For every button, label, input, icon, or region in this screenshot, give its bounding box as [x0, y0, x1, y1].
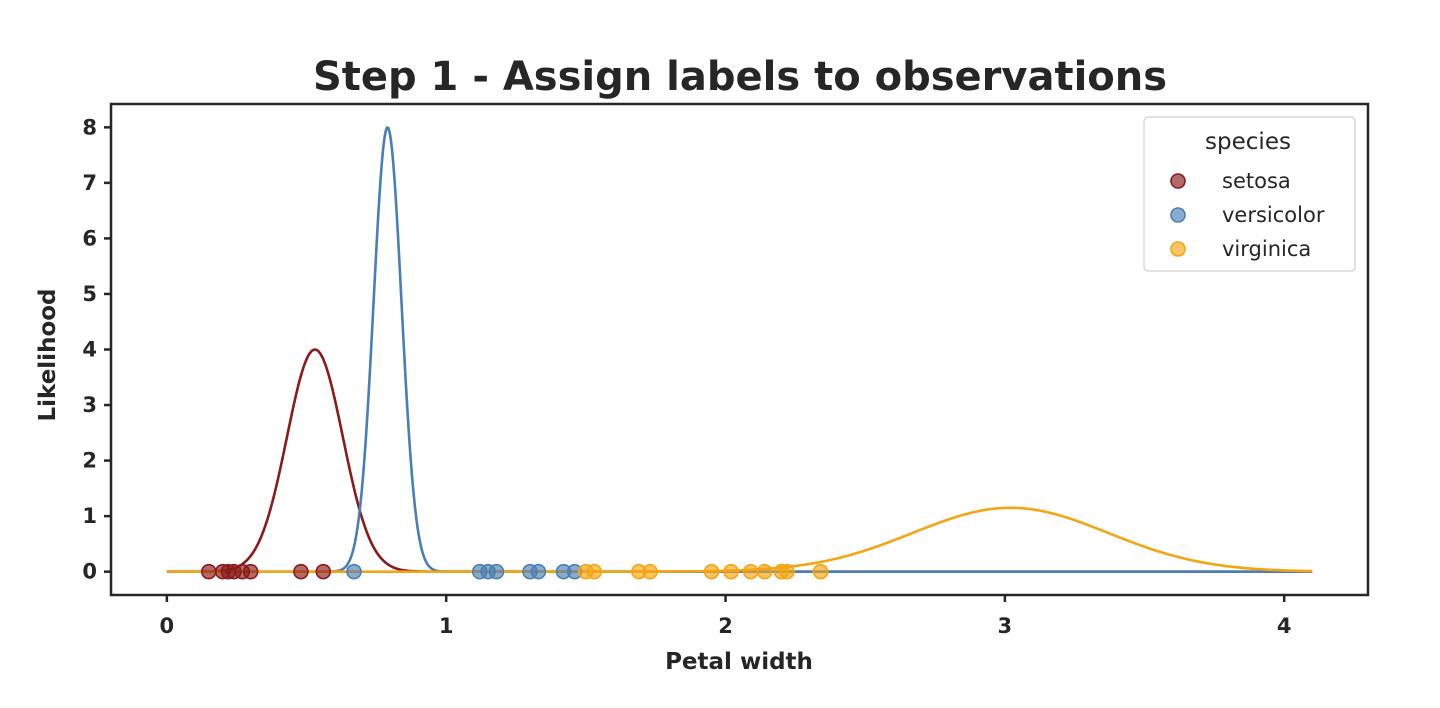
y-tick-label: 2 [82, 449, 97, 473]
observation-point-virginica [779, 563, 795, 580]
x-axis-ticks: 0 1 2 3 4 [160, 595, 1292, 638]
observation-point-virginica [586, 563, 603, 580]
legend-marker-setosa [1170, 173, 1186, 189]
observation-point-virginica [812, 563, 829, 580]
x-tick-label: 4 [1277, 614, 1292, 638]
legend-marker-virginica [1170, 241, 1186, 257]
curve-versicolor [166, 126, 1313, 573]
observation-point-versicolor [488, 563, 505, 580]
y-tick-label: 6 [82, 226, 97, 250]
y-tick-label: 7 [82, 171, 97, 195]
y-tick-label: 8 [82, 115, 97, 139]
y-tick-label: 0 [82, 560, 97, 584]
y-tick-label: 1 [82, 504, 97, 528]
y-tick-label: 3 [82, 393, 97, 417]
y-axis-label: Likelihood [35, 288, 61, 421]
observation-point-virginica [742, 563, 759, 580]
legend: species setosa versicolor virginica [1143, 116, 1356, 272]
x-tick-label: 0 [160, 614, 175, 638]
observation-point-versicolor [346, 563, 362, 580]
x-tick-label: 1 [439, 614, 454, 638]
observation-points [200, 563, 829, 580]
x-axis-label: Petal width [665, 649, 813, 675]
observation-point-virginica [642, 563, 658, 580]
legend-label-virginica: virginica [1222, 237, 1311, 261]
curve-virginica [166, 506, 1313, 573]
y-tick-label: 4 [82, 338, 97, 362]
observation-point-versicolor [530, 563, 547, 580]
observation-point-virginica [756, 563, 773, 580]
observation-point-virginica [703, 563, 720, 580]
observation-point-setosa [293, 563, 309, 580]
plot-frame [109, 102, 1370, 597]
curve-setosa [166, 348, 1313, 573]
legend-title: species [1205, 129, 1291, 155]
y-tick-label: 5 [82, 282, 97, 306]
observation-point-setosa [315, 563, 332, 580]
observation-point-setosa [242, 563, 259, 580]
observation-point-virginica [723, 563, 739, 580]
observation-point-setosa [200, 563, 217, 580]
x-tick-label: 3 [998, 614, 1013, 638]
y-axis-ticks: 0 1 2 3 4 5 6 7 8 [82, 115, 111, 584]
density-curves [166, 126, 1313, 573]
legend-box [1143, 116, 1356, 272]
x-tick-label: 2 [718, 614, 733, 638]
chart-title: Step 1 - Assign labels to observations [313, 54, 1167, 100]
legend-label-setosa: setosa [1222, 169, 1291, 193]
legend-marker-versicolor [1170, 207, 1186, 223]
legend-entries: setosa versicolor virginica [1170, 169, 1325, 261]
legend-label-versicolor: versicolor [1222, 203, 1325, 227]
